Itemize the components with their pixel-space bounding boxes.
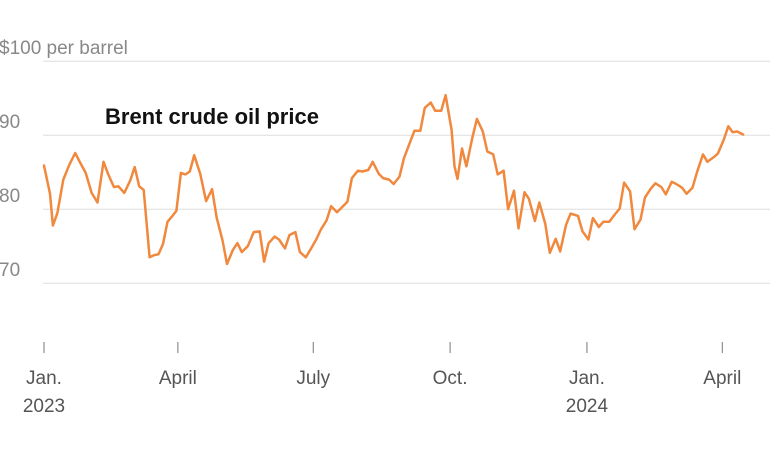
- chart-title: Brent crude oil price: [105, 104, 319, 129]
- x-tick-label-0: Jan.: [26, 368, 62, 389]
- series-line-brent: [42, 93, 745, 266]
- x-tick-label-3: Oct.: [433, 368, 468, 389]
- x-tick-label-1: April: [159, 368, 197, 389]
- y-tick-label-80: 80: [0, 186, 20, 207]
- series-layer: [42, 93, 745, 266]
- y-tick-label-90: 90: [0, 112, 20, 133]
- y-axis-labels: $100 per barrel 90 80 70: [0, 38, 128, 281]
- y-tick-label-100: $100 per barrel: [0, 38, 128, 59]
- y-tick-label-70: 70: [0, 260, 20, 281]
- x-tick-year-0: 2023: [23, 396, 65, 417]
- gridlines: [43, 60, 770, 284]
- x-axis: Jan. 2023 April July Oct. Jan. 2024 April: [23, 342, 741, 417]
- x-tick-label-5: April: [703, 368, 741, 389]
- x-tick-label-4: Jan.: [569, 368, 605, 389]
- x-tick-label-2: July: [296, 368, 330, 389]
- x-tick-year-4: 2024: [566, 396, 609, 417]
